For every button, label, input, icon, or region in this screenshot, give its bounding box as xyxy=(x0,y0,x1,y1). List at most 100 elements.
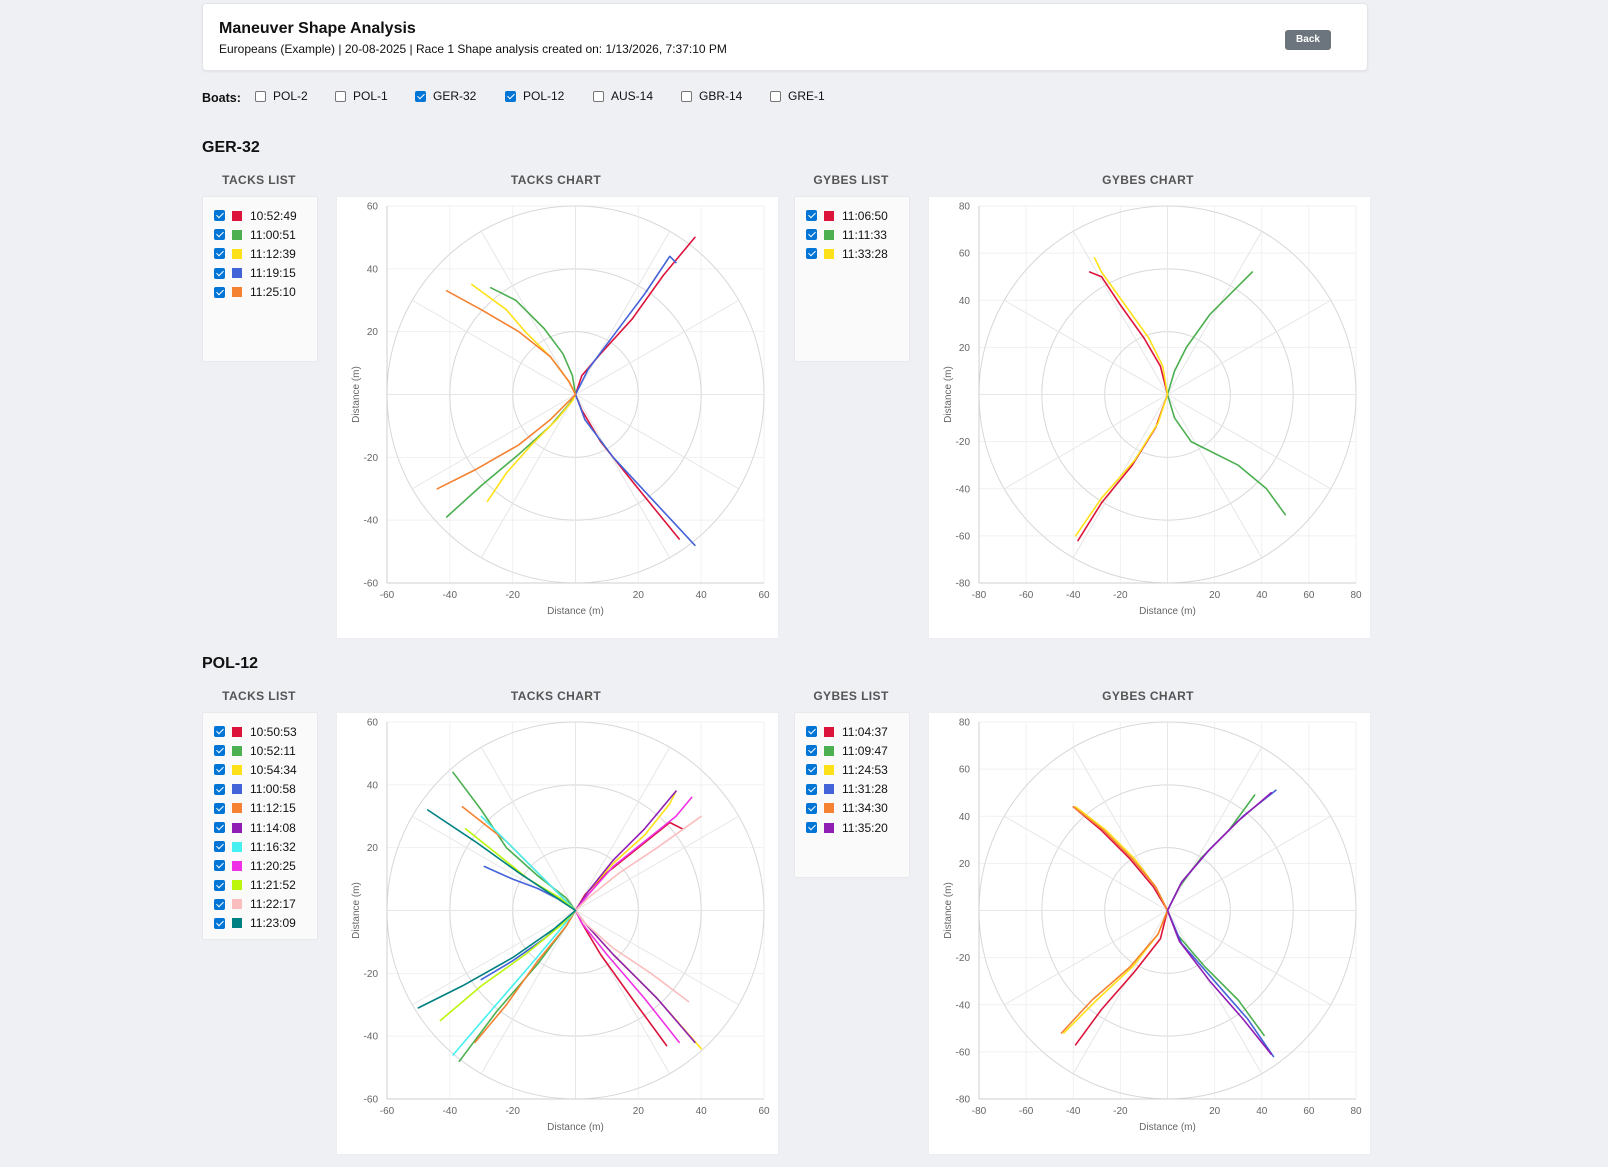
tack-list-item[interactable]: 11:16:32 xyxy=(203,837,317,856)
tack-list-item[interactable]: 11:21:52 xyxy=(203,876,317,895)
boat-checkbox[interactable] xyxy=(681,90,692,102)
tack-list-item[interactable]: 11:22:17 xyxy=(203,895,317,914)
tack-list-item[interactable]: 11:20:25 xyxy=(203,856,317,875)
polar-spoke xyxy=(1167,394,1331,490)
back-button[interactable]: Back xyxy=(1285,30,1331,50)
boat-checkbox[interactable] xyxy=(505,90,516,102)
gybe-list-item[interactable]: 11:24:53 xyxy=(795,760,909,779)
color-swatch xyxy=(824,248,834,259)
color-swatch xyxy=(232,745,242,756)
boat-option-ger-32[interactable]: GER-32 xyxy=(415,89,476,103)
maneuver-checkbox[interactable] xyxy=(214,917,225,929)
maneuver-time: 11:33:28 xyxy=(842,246,888,261)
polar-spoke xyxy=(575,231,671,395)
polar-spoke xyxy=(480,747,576,911)
boat-option-pol-1[interactable]: POL-1 xyxy=(335,89,388,103)
polar-spoke xyxy=(1004,910,1168,1006)
tack-list-item[interactable]: 10:52:49 xyxy=(203,206,317,225)
maneuver-checkbox[interactable] xyxy=(806,210,817,222)
gybe-list-item[interactable]: 11:04:37 xyxy=(795,722,909,741)
maneuver-checkbox[interactable] xyxy=(806,745,817,757)
boat-checkbox[interactable] xyxy=(335,90,346,102)
color-swatch xyxy=(824,745,834,756)
x-tick-label: -80 xyxy=(972,1106,987,1117)
tack-list-item[interactable]: 11:00:51 xyxy=(203,225,317,244)
y-tick-label: 20 xyxy=(367,327,379,338)
color-swatch xyxy=(232,880,242,891)
gybes-list-heading: GYBES LIST xyxy=(813,689,889,703)
series-line xyxy=(1077,271,1169,542)
maneuver-checkbox[interactable] xyxy=(806,229,817,241)
maneuver-checkbox[interactable] xyxy=(214,879,225,891)
tack-list-item[interactable]: 11:14:08 xyxy=(203,818,317,837)
maneuver-checkbox[interactable] xyxy=(214,210,225,222)
boat-option-gre-1[interactable]: GRE-1 xyxy=(770,89,825,103)
boat-option-pol-2[interactable]: POL-2 xyxy=(255,89,308,103)
y-tick-label: -80 xyxy=(956,1095,971,1106)
maneuver-time: 11:21:52 xyxy=(250,878,296,893)
maneuver-checkbox[interactable] xyxy=(806,726,817,738)
gybe-list-item[interactable]: 11:34:30 xyxy=(795,799,909,818)
x-tick-label: 40 xyxy=(1256,1106,1268,1117)
polar-spoke xyxy=(1004,815,1168,911)
boat-checkbox[interactable] xyxy=(415,90,426,102)
color-swatch xyxy=(824,229,834,240)
boat-checkbox[interactable] xyxy=(255,90,266,102)
gybe-list-item[interactable]: 11:09:47 xyxy=(795,741,909,760)
y-tick-label: -20 xyxy=(364,453,379,464)
tack-list-item[interactable]: 11:25:10 xyxy=(203,283,317,302)
maneuver-checkbox[interactable] xyxy=(214,745,225,757)
maneuver-time: 11:14:08 xyxy=(250,820,296,835)
maneuver-checkbox[interactable] xyxy=(214,802,225,814)
maneuver-time: 11:06:50 xyxy=(842,208,888,223)
y-tick-label: 40 xyxy=(367,264,379,275)
boat-option-aus-14[interactable]: AUS-14 xyxy=(593,89,653,103)
tack-list-item[interactable]: 11:19:15 xyxy=(203,264,317,283)
y-tick-label: 40 xyxy=(959,296,971,307)
maneuver-checkbox[interactable] xyxy=(806,248,817,260)
maneuver-time: 11:20:25 xyxy=(250,858,296,873)
polar-spoke xyxy=(575,394,671,558)
tack-list-item[interactable]: 11:00:58 xyxy=(203,780,317,799)
maneuver-checkbox[interactable] xyxy=(214,726,225,738)
gybe-list-item[interactable]: 11:11:33 xyxy=(795,225,909,244)
maneuver-checkbox[interactable] xyxy=(214,248,225,260)
maneuver-checkbox[interactable] xyxy=(214,229,225,241)
maneuver-checkbox[interactable] xyxy=(806,764,817,776)
tack-list-item[interactable]: 11:12:39 xyxy=(203,244,317,263)
maneuver-checkbox[interactable] xyxy=(214,783,225,795)
maneuver-checkbox[interactable] xyxy=(214,764,225,776)
maneuver-checkbox[interactable] xyxy=(214,286,225,298)
tack-list-item[interactable]: 11:12:15 xyxy=(203,799,317,818)
gybe-list-item[interactable]: 11:35:20 xyxy=(795,818,909,837)
tack-list-item[interactable]: 11:23:09 xyxy=(203,914,317,933)
maneuver-checkbox[interactable] xyxy=(214,267,225,279)
maneuver-checkbox[interactable] xyxy=(806,822,817,834)
maneuver-time: 11:12:15 xyxy=(250,801,296,816)
tack-list-item[interactable]: 10:54:34 xyxy=(203,760,317,779)
maneuver-checkbox[interactable] xyxy=(214,841,225,853)
series-line xyxy=(1074,256,1169,537)
gybes-list: 11:06:50 11:11:33 11:33:28 xyxy=(794,196,910,362)
y-axis-title: Distance (m) xyxy=(351,882,362,939)
gybe-list-item[interactable]: 11:31:28 xyxy=(795,780,909,799)
boat-option-gbr-14[interactable]: GBR-14 xyxy=(681,89,742,103)
color-swatch xyxy=(232,899,242,910)
polar-spoke xyxy=(575,299,739,395)
gybe-list-item[interactable]: 11:06:50 xyxy=(795,206,909,225)
tack-list-item[interactable]: 10:52:11 xyxy=(203,741,317,760)
maneuver-checkbox[interactable] xyxy=(214,860,225,872)
boat-checkbox[interactable] xyxy=(593,90,604,102)
maneuver-checkbox[interactable] xyxy=(806,802,817,814)
maneuver-checkbox[interactable] xyxy=(214,898,225,910)
boat-checkbox[interactable] xyxy=(770,90,781,102)
polar-spoke xyxy=(575,815,739,911)
gybe-list-item[interactable]: 11:33:28 xyxy=(795,244,909,263)
x-axis-title: Distance (m) xyxy=(1139,1122,1196,1133)
maneuver-checkbox[interactable] xyxy=(806,783,817,795)
tack-list-item[interactable]: 10:50:53 xyxy=(203,722,317,741)
boat-option-pol-12[interactable]: POL-12 xyxy=(505,89,564,103)
maneuver-time: 10:54:34 xyxy=(250,762,297,777)
maneuver-time: 11:16:32 xyxy=(250,839,296,854)
maneuver-checkbox[interactable] xyxy=(214,822,225,834)
